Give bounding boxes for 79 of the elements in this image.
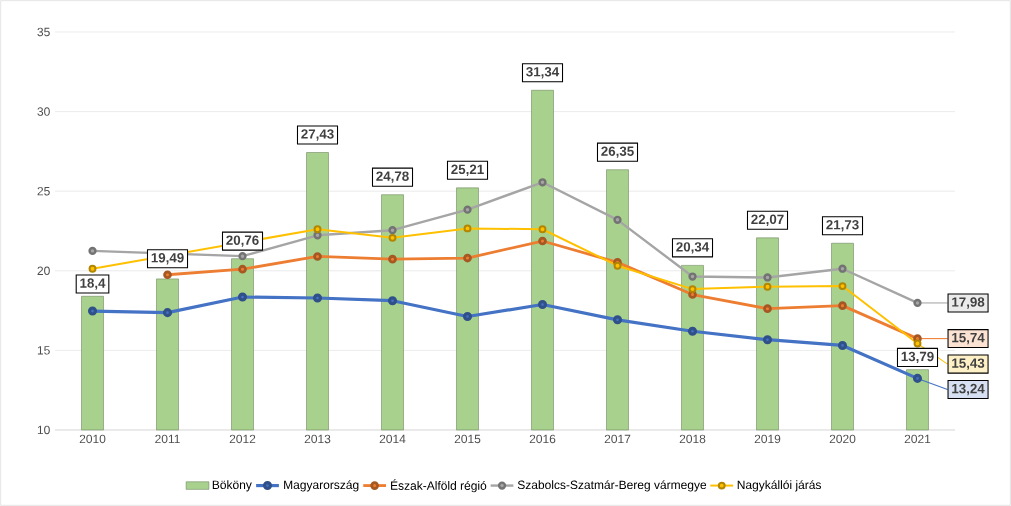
legend-label: Nagykállói járás [737, 480, 821, 492]
y-tick-label: 20 [37, 266, 50, 276]
point [88, 264, 97, 273]
x-tick-label: 2012 [229, 434, 256, 444]
data-label: 18,4 [80, 278, 106, 290]
data-label: 20,34 [676, 242, 710, 254]
data-label: 22,07 [751, 214, 784, 226]
point [388, 226, 397, 235]
point [763, 273, 772, 282]
point [313, 231, 322, 240]
data-label: 25,21 [451, 164, 484, 176]
point [613, 215, 622, 224]
point [538, 236, 547, 246]
point [687, 326, 698, 336]
legend-label: Bököny [212, 480, 252, 492]
point [88, 246, 97, 256]
point [838, 282, 847, 290]
data-label: 27,43 [301, 129, 334, 141]
point [838, 301, 847, 310]
point [463, 253, 472, 263]
point [463, 205, 472, 214]
point [837, 340, 848, 350]
x-tick-label: 2013 [304, 434, 331, 444]
data-label: 19,49 [151, 253, 184, 265]
y-tick-label: 25 [37, 186, 50, 196]
data-label: 26,35 [601, 146, 634, 158]
point [912, 373, 923, 383]
point [838, 264, 847, 273]
point [463, 224, 472, 233]
point [387, 296, 398, 306]
x-tick-label: 2018 [679, 434, 706, 444]
data-label: 20,76 [226, 235, 259, 247]
point [763, 282, 772, 291]
data-label: 13,79 [901, 351, 934, 364]
point [238, 264, 247, 274]
point [162, 308, 173, 318]
point [913, 339, 922, 348]
point [688, 272, 697, 281]
x-tick-label: 2016 [529, 434, 556, 444]
data-label: 15,74 [952, 332, 985, 345]
y-tick-label: 30 [37, 107, 50, 116]
x-tick-label: 2020 [829, 434, 856, 444]
point [612, 315, 623, 325]
point [763, 304, 772, 314]
data-label: 13,24 [952, 383, 985, 396]
x-tick-label: 2019 [754, 434, 781, 444]
point [163, 270, 172, 280]
point [688, 285, 697, 294]
data-label: 17,98 [952, 297, 985, 309]
point [313, 252, 322, 261]
data-label: 15,43 [952, 358, 985, 370]
point [538, 178, 547, 187]
y-tick-label: 35 [37, 27, 50, 37]
data-label: 31,34 [526, 67, 560, 79]
point [537, 300, 548, 310]
x-tick-label: 2010 [79, 434, 106, 444]
data-label: 21,73 [826, 220, 859, 232]
y-tick-label: 15 [37, 346, 50, 355]
legend-label: Magyarország [284, 480, 359, 492]
point [238, 252, 247, 261]
point [313, 225, 322, 234]
point [388, 254, 397, 264]
point [312, 293, 323, 303]
x-tick-label: 2014 [379, 434, 406, 444]
point [237, 292, 248, 302]
x-tick-label: 2017 [604, 434, 631, 444]
data-label: 24,78 [376, 171, 409, 183]
x-tick-label: 2015 [454, 434, 481, 444]
point [762, 335, 773, 345]
point [913, 298, 922, 308]
point [538, 225, 547, 234]
x-tick-label: 2021 [904, 434, 931, 444]
point [87, 306, 98, 316]
point [462, 311, 473, 322]
legend-label: Szabolcs-Szatmár-Bereg vármegye [517, 480, 707, 492]
legend-label: Észak-Alföld régió [391, 479, 487, 493]
y-tick-label: 10 [37, 425, 50, 435]
x-tick-label: 2011 [155, 434, 180, 444]
point [388, 233, 397, 242]
